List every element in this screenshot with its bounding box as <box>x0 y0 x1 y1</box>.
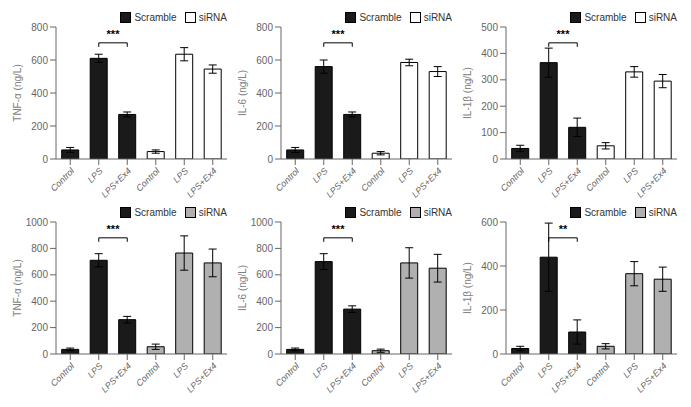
svg-text:LPS: LPS <box>171 361 190 380</box>
svg-text:400: 400 <box>481 48 498 59</box>
svg-text:**: ** <box>559 223 568 235</box>
svg-text:***: *** <box>332 28 346 40</box>
html-text:siRNA: siRNA <box>423 207 452 218</box>
svg-text:LPS: LPS <box>311 166 330 185</box>
svg-text:LPS: LPS <box>396 361 415 380</box>
svg-text:***: *** <box>557 28 571 40</box>
svg-text:LPS+Ex4: LPS+Ex4 <box>99 166 133 200</box>
svg-text:LPS: LPS <box>86 361 105 380</box>
svg-text:0: 0 <box>42 349 48 360</box>
svg-text:0: 0 <box>492 349 498 360</box>
svg-text:LPS+Ex4: LPS+Ex4 <box>549 166 583 200</box>
svg-text:200: 200 <box>31 322 48 333</box>
svg-text:Control: Control <box>134 165 162 193</box>
svg-text:LPS+Ex4: LPS+Ex4 <box>635 166 669 200</box>
svg-text:LPS+Ex4: LPS+Ex4 <box>185 361 219 395</box>
svg-text:800: 800 <box>31 243 48 254</box>
svg-text:IL-1β (ng/L): IL-1β (ng/L) <box>462 67 473 119</box>
svg-text:100: 100 <box>481 127 498 138</box>
svg-text:0: 0 <box>267 349 273 360</box>
svg-text:LPS+Ex4: LPS+Ex4 <box>635 361 669 395</box>
svg-text:1000: 1000 <box>26 217 49 228</box>
html-text:siRNA: siRNA <box>198 207 227 218</box>
svg-text:500: 500 <box>481 22 498 33</box>
svg-text:200: 200 <box>481 305 498 316</box>
svg-text:Control: Control <box>499 360 527 388</box>
html-text:Scramble: Scramble <box>134 207 177 218</box>
html-text:siRNA: siRNA <box>423 12 452 23</box>
svg-text:600: 600 <box>481 217 498 228</box>
svg-text:400: 400 <box>31 296 48 307</box>
svg-text:400: 400 <box>481 261 498 272</box>
html-text:Scramble: Scramble <box>359 207 402 218</box>
html-text:siRNA: siRNA <box>648 207 677 218</box>
svg-text:Control: Control <box>359 165 387 193</box>
svg-text:Control: Control <box>49 360 77 388</box>
svg-text:TNF-α (ng/L): TNF-α (ng/L) <box>12 259 23 316</box>
svg-text:***: *** <box>107 223 121 235</box>
html-text:Scramble: Scramble <box>359 12 402 23</box>
svg-text:Control: Control <box>359 360 387 388</box>
svg-text:LPS+Ex4: LPS+Ex4 <box>324 361 358 395</box>
svg-text:IL-1β (ng/L): IL-1β (ng/L) <box>462 262 473 314</box>
svg-text:Control: Control <box>49 165 77 193</box>
svg-text:LPS: LPS <box>621 166 640 185</box>
svg-text:LPS: LPS <box>86 166 105 185</box>
svg-text:LPS: LPS <box>536 166 555 185</box>
svg-text:Control: Control <box>274 165 302 193</box>
svg-text:200: 200 <box>31 121 48 132</box>
svg-text:LPS: LPS <box>621 361 640 380</box>
html-text:Scramble: Scramble <box>584 12 627 23</box>
svg-text:800: 800 <box>31 22 48 33</box>
html-text:siRNA: siRNA <box>198 12 227 23</box>
svg-text:***: *** <box>332 223 346 235</box>
svg-text:0: 0 <box>267 154 273 165</box>
svg-text:LPS+Ex4: LPS+Ex4 <box>410 361 444 395</box>
svg-text:LPS: LPS <box>396 166 415 185</box>
svg-text:Control: Control <box>274 360 302 388</box>
svg-text:TNF-α (ng/L): TNF-α (ng/L) <box>12 64 23 121</box>
svg-text:LPS: LPS <box>536 361 555 380</box>
html-text:Scramble: Scramble <box>134 12 177 23</box>
svg-text:400: 400 <box>31 88 48 99</box>
svg-text:600: 600 <box>256 269 273 280</box>
svg-text:LPS+Ex4: LPS+Ex4 <box>410 166 444 200</box>
svg-text:Control: Control <box>499 165 527 193</box>
svg-text:400: 400 <box>256 296 273 307</box>
html-text:Scramble: Scramble <box>584 207 627 218</box>
svg-text:200: 200 <box>481 101 498 112</box>
svg-text:800: 800 <box>256 22 273 33</box>
svg-text:1000: 1000 <box>251 217 274 228</box>
svg-text:LPS: LPS <box>311 361 330 380</box>
svg-text:800: 800 <box>256 243 273 254</box>
svg-text:Control: Control <box>584 360 612 388</box>
svg-text:200: 200 <box>256 121 273 132</box>
svg-text:200: 200 <box>256 322 273 333</box>
svg-text:LPS+Ex4: LPS+Ex4 <box>324 166 358 200</box>
svg-text:IL-6 (ng/L): IL-6 (ng/L) <box>237 265 248 311</box>
svg-text:300: 300 <box>481 74 498 85</box>
svg-text:400: 400 <box>256 88 273 99</box>
svg-text:IL-6 (ng/L): IL-6 (ng/L) <box>237 70 248 116</box>
svg-text:600: 600 <box>256 55 273 66</box>
svg-text:***: *** <box>107 28 121 40</box>
svg-text:LPS+Ex4: LPS+Ex4 <box>185 166 219 200</box>
svg-text:Control: Control <box>584 165 612 193</box>
svg-text:600: 600 <box>31 55 48 66</box>
svg-text:LPS+Ex4: LPS+Ex4 <box>99 361 133 395</box>
svg-text:Control: Control <box>134 360 162 388</box>
svg-text:LPS: LPS <box>171 166 190 185</box>
svg-text:LPS+Ex4: LPS+Ex4 <box>549 361 583 395</box>
svg-text:0: 0 <box>42 154 48 165</box>
svg-text:0: 0 <box>492 154 498 165</box>
svg-text:600: 600 <box>31 269 48 280</box>
html-text:siRNA: siRNA <box>648 12 677 23</box>
